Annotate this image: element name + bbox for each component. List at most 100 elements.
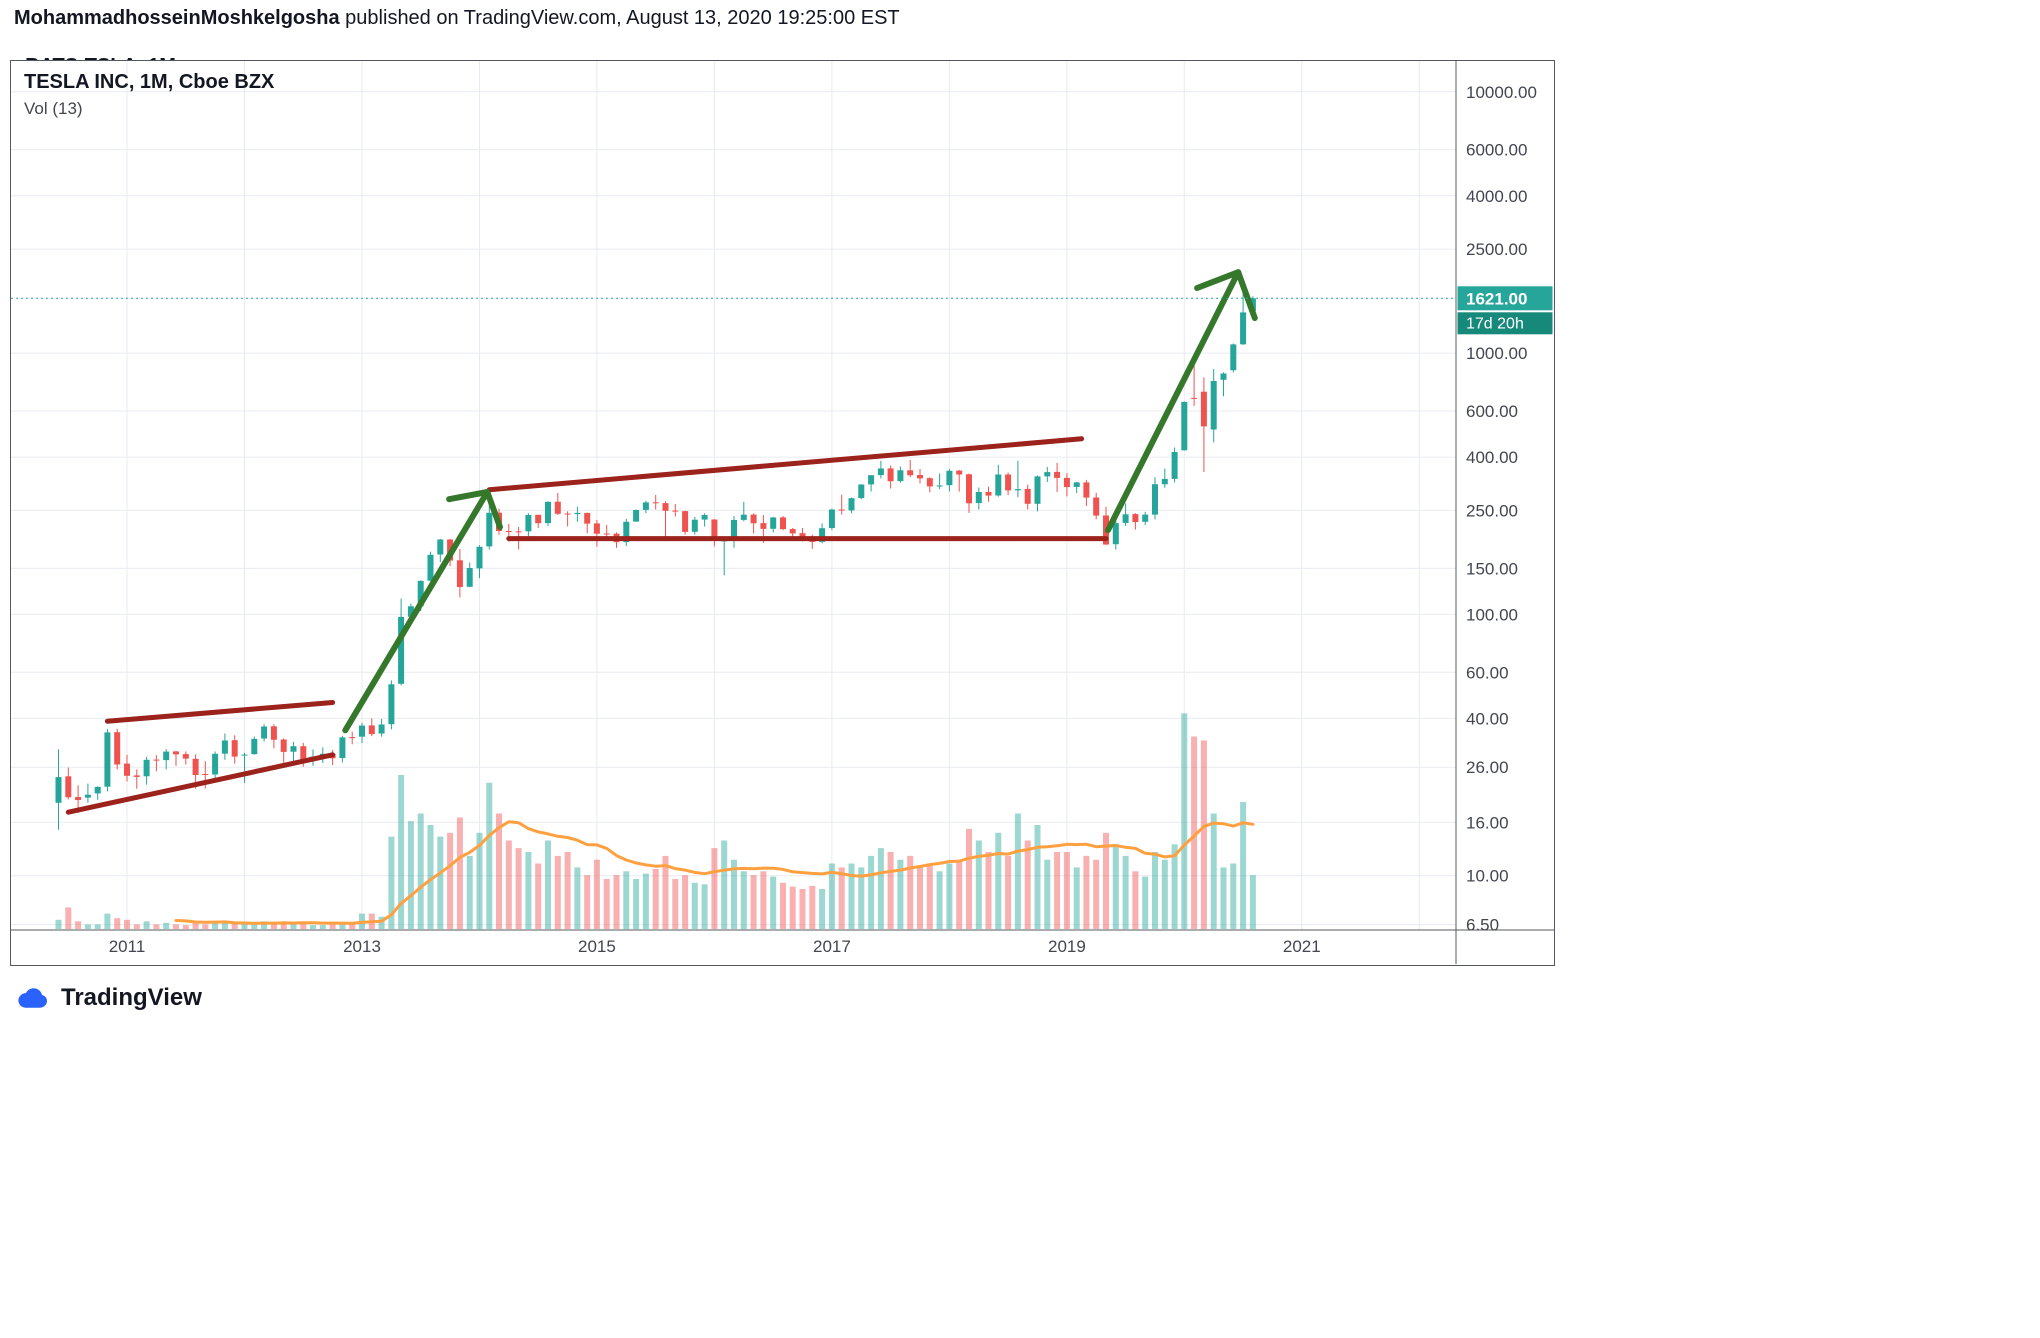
volume-bar bbox=[55, 919, 62, 929]
candle-body bbox=[946, 470, 953, 486]
volume-bar bbox=[1024, 840, 1031, 929]
wedge-lower-trendline bbox=[65, 752, 336, 815]
volume-bar bbox=[427, 825, 434, 929]
candle-body bbox=[672, 510, 679, 512]
candle-body bbox=[780, 517, 786, 530]
volume-bar bbox=[1103, 832, 1109, 930]
volume-bar bbox=[525, 852, 532, 929]
time-axis-label: 2011 bbox=[109, 937, 146, 956]
candle-body bbox=[966, 474, 972, 504]
candle-body bbox=[1112, 523, 1119, 545]
time-axis-label: 2017 bbox=[813, 937, 851, 956]
tradingview-logo-text: TradingView bbox=[61, 984, 202, 1011]
time-axis-label: 2013 bbox=[343, 937, 381, 956]
breakout-arrow-2020 bbox=[1105, 269, 1258, 534]
chart-canvas[interactable]: 10000.00 6000.00 4000.00 2500.00 1000.00 600.… bbox=[11, 61, 1554, 965]
candle-body bbox=[437, 539, 444, 555]
volume-bar bbox=[760, 871, 767, 930]
volume-bar bbox=[652, 868, 659, 929]
volume-bar bbox=[1054, 852, 1061, 929]
candle-body bbox=[731, 520, 737, 541]
candle-body bbox=[1161, 478, 1168, 485]
volume-bar bbox=[1210, 813, 1217, 929]
volume-bar bbox=[623, 871, 630, 930]
volume-bar bbox=[603, 879, 610, 930]
price-axis-label: 6000.00 bbox=[1466, 141, 1527, 160]
volume-bar bbox=[613, 875, 620, 929]
volume-bar bbox=[447, 832, 454, 930]
candle-body bbox=[153, 759, 160, 761]
volume-bar bbox=[1191, 736, 1198, 929]
volume-bar bbox=[153, 924, 160, 929]
candle-body bbox=[466, 568, 473, 587]
candle-body bbox=[1093, 497, 1100, 516]
volume-bar bbox=[476, 832, 483, 930]
candle-body bbox=[623, 521, 630, 543]
candle-body bbox=[545, 501, 551, 524]
volume-bar bbox=[505, 840, 512, 929]
volume-bar bbox=[1220, 867, 1227, 929]
candle-body bbox=[270, 726, 277, 740]
volume-bar bbox=[946, 863, 953, 929]
volume-bar bbox=[466, 855, 473, 930]
candle-body bbox=[388, 684, 395, 725]
volume-bar bbox=[584, 875, 591, 929]
candle-body bbox=[975, 492, 982, 504]
volume-bar bbox=[564, 852, 571, 929]
price-axis-label: 600.00 bbox=[1466, 402, 1518, 421]
volume-bar bbox=[682, 875, 689, 929]
candle-body bbox=[1014, 489, 1021, 491]
volume-bar bbox=[104, 913, 111, 929]
price-axis-label: 10.00 bbox=[1466, 867, 1509, 886]
price-axis-label: 16.00 bbox=[1466, 813, 1509, 832]
volume-bar bbox=[300, 922, 307, 929]
candle-body bbox=[300, 746, 307, 762]
tradingview-logo-icon bbox=[18, 987, 48, 1008]
volume-bar bbox=[535, 863, 542, 929]
candle-body bbox=[936, 485, 943, 487]
candle-body bbox=[1063, 477, 1070, 488]
last-price-badge bbox=[1457, 286, 1553, 311]
volume-bar bbox=[887, 852, 894, 929]
volume-bar bbox=[828, 863, 835, 929]
price-axis-label: 250.00 bbox=[1466, 501, 1518, 520]
candle-body bbox=[456, 560, 463, 587]
volume-bar bbox=[770, 876, 777, 929]
wedge-upper-trendline bbox=[104, 700, 336, 724]
volume-bar bbox=[212, 922, 219, 929]
volume-bar bbox=[221, 922, 228, 929]
breakout-arrow-2013-head bbox=[446, 489, 491, 503]
candle-body bbox=[163, 751, 170, 761]
time-axis-label: 2015 bbox=[578, 937, 616, 956]
volume-bar bbox=[1093, 859, 1100, 929]
volume-bar bbox=[437, 836, 444, 929]
volume-bar bbox=[290, 923, 297, 929]
candle-body bbox=[1073, 482, 1080, 487]
candle-body bbox=[995, 474, 1002, 496]
candle-body bbox=[505, 531, 512, 532]
candle-body bbox=[574, 512, 581, 515]
volume-bar bbox=[173, 924, 179, 929]
volume-bar bbox=[731, 859, 737, 929]
candle-body bbox=[1132, 514, 1139, 523]
volume-bar bbox=[740, 871, 747, 930]
candle-body bbox=[1054, 471, 1061, 478]
candle-body bbox=[682, 511, 689, 532]
candle-body bbox=[633, 510, 640, 522]
volume-bar bbox=[917, 867, 923, 929]
candle-body bbox=[789, 529, 796, 534]
price-axis-label: 60.00 bbox=[1466, 663, 1509, 682]
candle-body bbox=[1230, 344, 1237, 371]
volume-bar bbox=[515, 848, 522, 929]
candle-body bbox=[838, 509, 845, 511]
price-axis-label: 40.00 bbox=[1466, 709, 1509, 728]
volume-bar bbox=[280, 921, 287, 929]
volume-indicator-label: Vol (13) bbox=[24, 99, 83, 118]
candle-body bbox=[1240, 312, 1247, 345]
volume-bar bbox=[1122, 855, 1129, 930]
candle-body bbox=[94, 787, 101, 794]
volume-bar bbox=[143, 921, 150, 929]
candle-body bbox=[770, 517, 777, 529]
tradingview-logo[interactable]: TradingView bbox=[14, 984, 202, 1012]
attribution-line: MohammadhosseinMoshkelgosha published on… bbox=[14, 7, 900, 30]
